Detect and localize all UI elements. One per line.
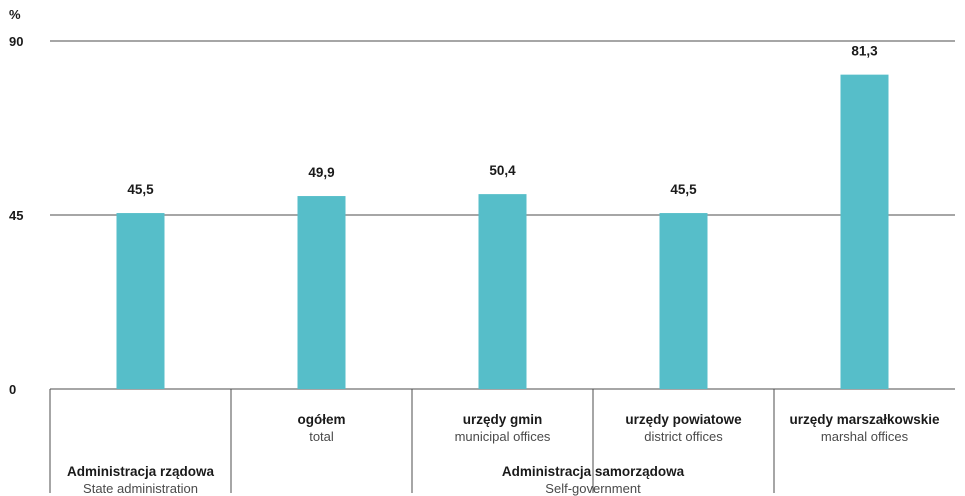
bar-2 [478,194,527,389]
value-label-3: 45,5 [670,182,697,197]
category-label-en-3: district offices [644,429,723,444]
category-label-2: urzędy gmin [463,412,543,427]
bar-0 [116,213,165,389]
y-tick-label-45: 45 [9,208,23,223]
group-label-en-1: Self-government [545,481,641,496]
labels: 45,5 49,9 50,4 45,5 81,3 ogółem total urzędy gm… [67,44,940,496]
bar-4 [840,74,889,389]
group-label-1: Administracja samorządowa [502,464,685,479]
bar-3 [659,213,708,389]
category-label-4: urzędy marszałkowskie [789,412,940,427]
y-unit-label: % [9,7,21,22]
category-label-en-2: municipal offices [455,429,551,444]
value-label-0: 45,5 [127,182,154,197]
category-label-1: ogółem [297,412,345,427]
group-label-en-0: State administration [83,481,198,496]
category-label-en-4: marshal offices [821,429,909,444]
value-label-2: 50,4 [489,163,516,178]
value-label-4: 81,3 [851,44,878,59]
value-label-1: 49,9 [308,165,334,180]
category-label-3: urzędy powiatowe [625,412,742,427]
group-label-0: Administracja rządowa [67,464,215,479]
bars [116,74,889,389]
axes: % 0 45 90 [9,7,775,493]
y-tick-label-0: 0 [9,382,16,397]
y-tick-label-90: 90 [9,34,23,49]
bar-1 [297,196,346,389]
category-label-en-1: total [309,429,334,444]
